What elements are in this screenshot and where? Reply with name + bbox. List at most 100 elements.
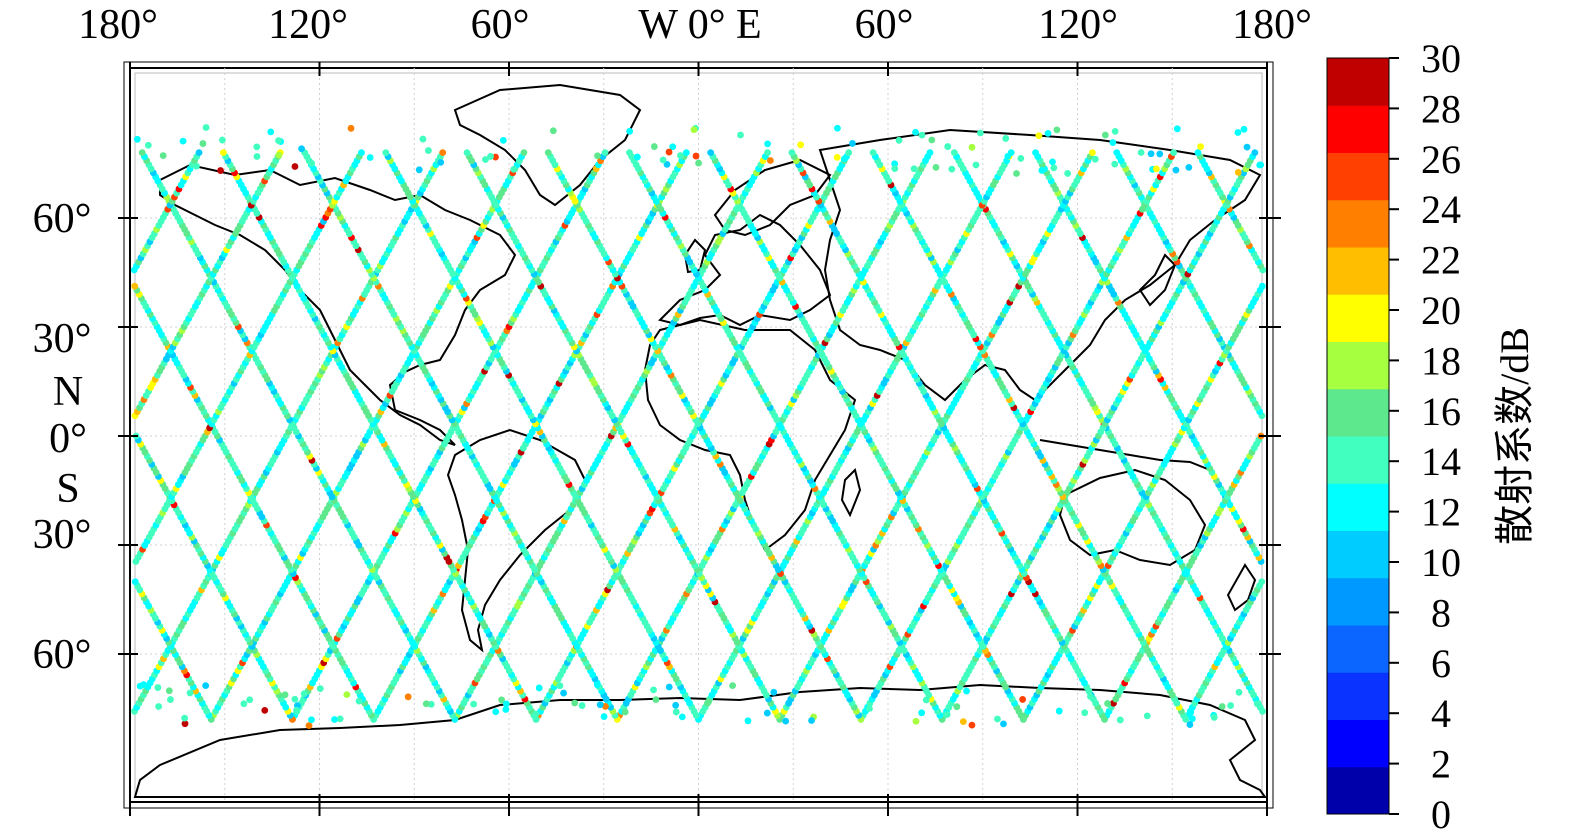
track-point <box>415 166 423 174</box>
track-point <box>1101 131 1109 139</box>
track-point <box>293 706 300 714</box>
colorbar-tick-label: 6 <box>1431 641 1451 686</box>
lat-label-60s: 60° <box>33 632 92 678</box>
track-point <box>1258 282 1266 290</box>
track-point <box>866 705 873 712</box>
track-point <box>953 703 961 711</box>
track-point <box>849 140 856 147</box>
colorbar-swatch <box>1327 766 1389 815</box>
colorbar-swatch <box>1327 483 1389 531</box>
colorbar-tick-label: 12 <box>1421 490 1461 535</box>
ground-track-points <box>130 124 1267 730</box>
track-point <box>600 713 608 720</box>
colorbar-swatch <box>1327 530 1389 579</box>
track-point <box>626 127 634 135</box>
track-point <box>840 155 848 163</box>
track-point <box>181 714 189 722</box>
track-point <box>669 143 677 151</box>
track-point <box>1087 693 1094 700</box>
track-point <box>682 149 690 157</box>
track-point <box>366 154 374 161</box>
track-point <box>602 702 609 710</box>
track-point <box>1111 160 1119 168</box>
colorbar-swatch <box>1327 719 1389 768</box>
track-point <box>316 685 324 693</box>
track-point <box>833 153 841 161</box>
colorbar-tick-label: 24 <box>1421 187 1461 232</box>
lon-label-60e: 60° <box>855 2 914 48</box>
track-point <box>968 721 976 729</box>
track-point <box>1243 143 1251 151</box>
track-point <box>1032 149 1039 157</box>
track-point <box>165 687 173 695</box>
track-point <box>797 141 805 149</box>
lat-label-n: N <box>53 369 83 415</box>
track-point <box>240 700 248 708</box>
lon-label-120w: 120° <box>268 2 348 48</box>
track-point <box>994 715 1001 723</box>
track-point <box>1002 135 1010 142</box>
track-point <box>918 709 926 717</box>
track-point <box>422 700 430 708</box>
lon-label-120e: 120° <box>1038 2 1118 48</box>
track-point <box>1188 715 1196 723</box>
track-point <box>621 708 629 716</box>
track-point <box>1147 150 1155 158</box>
track-point <box>499 136 507 144</box>
track-point <box>1111 128 1119 135</box>
track-point <box>1081 709 1089 717</box>
track-point <box>193 162 200 170</box>
track-point <box>253 153 261 160</box>
track-point <box>535 684 543 692</box>
uk-coast <box>683 238 707 274</box>
track-point <box>1173 125 1181 133</box>
colorbar-swatch <box>1327 247 1389 295</box>
lon-label-180w: 180° <box>78 2 158 48</box>
track-point <box>1038 167 1046 174</box>
track-point <box>571 699 579 707</box>
track-point <box>138 149 146 157</box>
track-point <box>1235 688 1243 696</box>
track-point <box>1035 132 1043 140</box>
track-point <box>202 124 210 131</box>
track-point <box>1234 169 1242 176</box>
track-point <box>219 136 226 144</box>
track-point <box>463 149 471 157</box>
lat-label-0: 0° <box>49 416 87 462</box>
track-point <box>764 140 772 148</box>
track-point <box>1049 158 1056 166</box>
track-point <box>275 151 283 159</box>
track-point <box>633 153 641 161</box>
track-point <box>834 124 841 132</box>
track-point <box>968 143 976 151</box>
track-point <box>729 682 737 689</box>
track-point <box>439 149 447 157</box>
track-point <box>1116 716 1124 724</box>
track-point <box>1000 720 1007 728</box>
track-point <box>482 156 489 163</box>
colorbar-swatch <box>1327 294 1389 342</box>
track-point <box>764 149 771 157</box>
track-point <box>267 128 275 136</box>
track-point <box>404 693 412 701</box>
track-point <box>544 149 552 157</box>
track-point <box>520 149 528 157</box>
track-point <box>692 152 700 160</box>
colorbar-tick-label: 28 <box>1421 86 1461 131</box>
track-point <box>672 708 680 716</box>
track-point <box>1143 712 1151 720</box>
track-point <box>308 716 315 724</box>
track-point <box>382 149 390 157</box>
africa-coast <box>643 318 857 552</box>
track-point <box>707 149 715 157</box>
track-point <box>549 127 557 135</box>
track-point <box>650 143 658 150</box>
track-point <box>131 282 139 290</box>
lat-label-30n: 30° <box>33 316 92 362</box>
colorbar-tick-label: 2 <box>1431 742 1451 787</box>
track-point <box>1170 149 1178 157</box>
track-point <box>1251 149 1259 157</box>
colorbar-swatch <box>1327 152 1389 201</box>
